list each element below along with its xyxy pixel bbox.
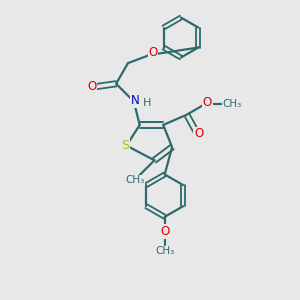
Text: O: O xyxy=(148,46,158,59)
Text: O: O xyxy=(160,225,169,238)
Text: CH₃: CH₃ xyxy=(126,175,145,185)
Text: H: H xyxy=(143,98,151,108)
Text: O: O xyxy=(203,96,212,110)
Text: CH₃: CH₃ xyxy=(223,99,242,110)
Text: CH₃: CH₃ xyxy=(155,246,174,256)
Text: S: S xyxy=(121,139,129,152)
Text: O: O xyxy=(194,127,203,140)
Text: O: O xyxy=(87,80,97,93)
Text: N: N xyxy=(131,94,140,107)
